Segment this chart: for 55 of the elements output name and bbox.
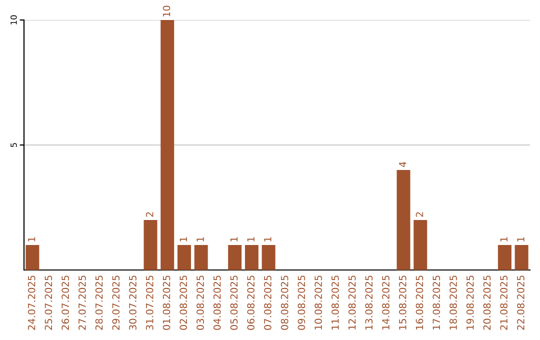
data-label: 1 bbox=[180, 237, 187, 242]
bar bbox=[514, 245, 528, 270]
x-tick-label: 07.08.2025 bbox=[264, 276, 272, 330]
x-tick-label: 01.08.2025 bbox=[162, 276, 170, 330]
x-tick-label: 08.08.2025 bbox=[280, 276, 288, 330]
bar bbox=[396, 170, 410, 270]
x-tick-label: 25.07.2025 bbox=[44, 276, 52, 330]
bar bbox=[498, 245, 512, 270]
data-label: 1 bbox=[230, 237, 238, 242]
bar bbox=[26, 245, 40, 270]
bar bbox=[228, 245, 242, 270]
x-tick-label: 16.08.2025 bbox=[416, 276, 424, 330]
x-tick-label: 04.08.2025 bbox=[213, 276, 221, 330]
x-tick-label: 13.08.2025 bbox=[365, 276, 373, 330]
data-label: 1 bbox=[500, 237, 508, 242]
x-tick-label: 17.08.2025 bbox=[432, 276, 440, 330]
data-label: 2 bbox=[416, 212, 424, 217]
x-tick-label: 11.08.2025 bbox=[332, 276, 339, 330]
x-tick-label: 19.08.2025 bbox=[466, 276, 474, 330]
x-tick-label: 26.07.2025 bbox=[62, 276, 69, 330]
x-tick-label: 05.08.2025 bbox=[230, 276, 238, 330]
bar bbox=[160, 20, 174, 270]
x-tick-label: 28.07.2025 bbox=[95, 276, 103, 330]
bar bbox=[144, 220, 158, 270]
x-tick-label: 02.08.2025 bbox=[180, 276, 188, 330]
data-label: 1 bbox=[247, 237, 254, 242]
x-tick-label: 03.08.2025 bbox=[196, 276, 204, 330]
y-tick-label: 5 bbox=[10, 143, 17, 148]
x-tick-label: 21.08.2025 bbox=[500, 276, 508, 330]
x-tick-label: 20.08.2025 bbox=[483, 276, 491, 330]
bar bbox=[414, 220, 428, 270]
data-label: 1 bbox=[28, 237, 36, 242]
bar bbox=[244, 245, 258, 270]
x-tick-label: 22.08.2025 bbox=[517, 276, 524, 330]
x-tick-label: 29.07.2025 bbox=[112, 276, 120, 330]
x-tick-label: 31.07.2025 bbox=[146, 276, 154, 330]
data-label: 1 bbox=[517, 237, 524, 242]
data-label: 1 bbox=[196, 237, 204, 242]
data-label: 2 bbox=[146, 212, 154, 217]
data-label: 1 bbox=[264, 237, 272, 242]
data-label: 4 bbox=[399, 162, 406, 168]
x-tick-label: 10.08.2025 bbox=[314, 276, 322, 330]
x-tick-label: 14.08.2025 bbox=[382, 276, 390, 330]
x-tick-label: 24.07.2025 bbox=[28, 276, 36, 330]
data-label: 10 bbox=[162, 6, 170, 16]
bar bbox=[262, 245, 276, 270]
x-tick-label: 06.08.2025 bbox=[247, 276, 255, 330]
bar bbox=[194, 245, 208, 270]
x-tick-label: 27.07.2025 bbox=[78, 276, 86, 330]
x-tick-label: 09.08.2025 bbox=[298, 276, 306, 330]
x-tick-label: 18.08.2025 bbox=[450, 276, 457, 330]
x-tick-label: 15.08.2025 bbox=[398, 276, 406, 330]
x-tick-label: 12.08.2025 bbox=[348, 276, 356, 330]
x-tick-label: 30.07.2025 bbox=[129, 276, 136, 330]
bar bbox=[177, 245, 191, 270]
